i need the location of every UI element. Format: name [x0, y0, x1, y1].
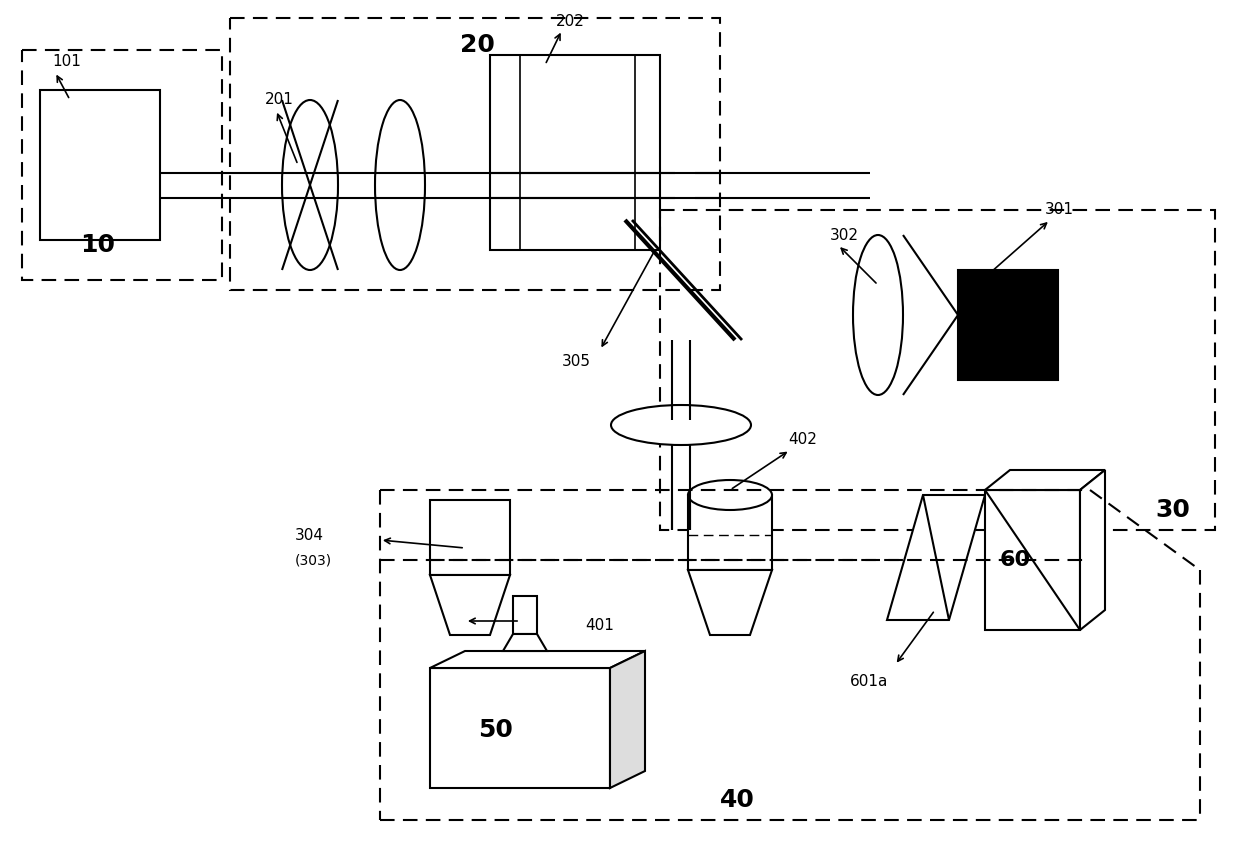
Text: 202: 202 — [556, 14, 585, 30]
Bar — [688, 495, 773, 570]
Text: 302: 302 — [830, 228, 859, 243]
Polygon shape — [503, 634, 547, 651]
Ellipse shape — [853, 235, 903, 395]
Text: 101: 101 — [52, 54, 81, 69]
Text: 30: 30 — [1154, 498, 1190, 522]
Polygon shape — [985, 470, 1105, 490]
Text: 201: 201 — [265, 92, 294, 107]
Text: 305: 305 — [562, 354, 591, 370]
Polygon shape — [610, 651, 645, 788]
Text: 402: 402 — [787, 432, 817, 448]
Bar — [490, 55, 660, 250]
Bar — [40, 90, 160, 240]
Polygon shape — [688, 570, 773, 635]
Bar — [430, 668, 610, 788]
Ellipse shape — [281, 100, 339, 270]
Ellipse shape — [611, 405, 751, 445]
Bar — [430, 500, 510, 575]
Ellipse shape — [374, 100, 425, 270]
Text: 60: 60 — [999, 550, 1032, 570]
Bar — [660, 210, 1215, 530]
Bar — [229, 18, 720, 290]
Polygon shape — [1080, 470, 1105, 630]
Text: 304: 304 — [295, 528, 324, 542]
Text: 10: 10 — [81, 233, 115, 257]
Polygon shape — [430, 651, 645, 668]
Text: 20: 20 — [460, 33, 495, 57]
Polygon shape — [985, 490, 1080, 630]
Text: 601a: 601a — [849, 674, 888, 689]
Bar — [22, 50, 222, 280]
Text: (303): (303) — [295, 553, 332, 567]
Text: 50: 50 — [477, 718, 513, 742]
Text: 40: 40 — [720, 788, 755, 812]
Bar — [513, 596, 537, 634]
Polygon shape — [887, 495, 985, 620]
Text: 401: 401 — [585, 618, 614, 634]
Text: 301: 301 — [1045, 202, 1074, 217]
Ellipse shape — [688, 480, 773, 510]
Polygon shape — [430, 575, 510, 635]
Bar — [959, 270, 1058, 380]
